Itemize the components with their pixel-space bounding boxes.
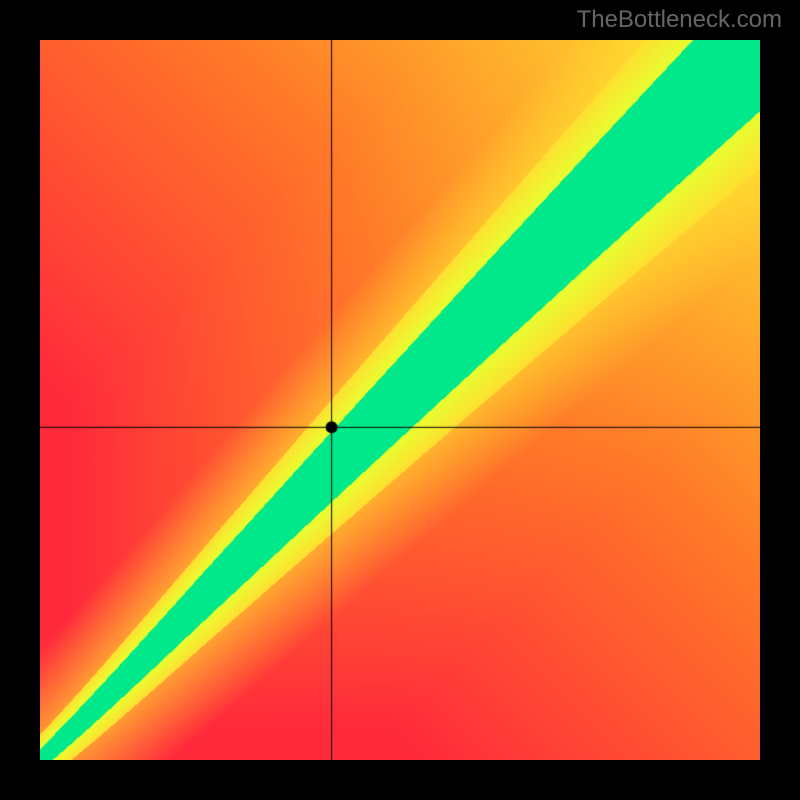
chart-container: TheBottleneck.com <box>0 0 800 800</box>
watermark-text: TheBottleneck.com <box>577 6 782 34</box>
bottleneck-heatmap <box>40 40 760 760</box>
